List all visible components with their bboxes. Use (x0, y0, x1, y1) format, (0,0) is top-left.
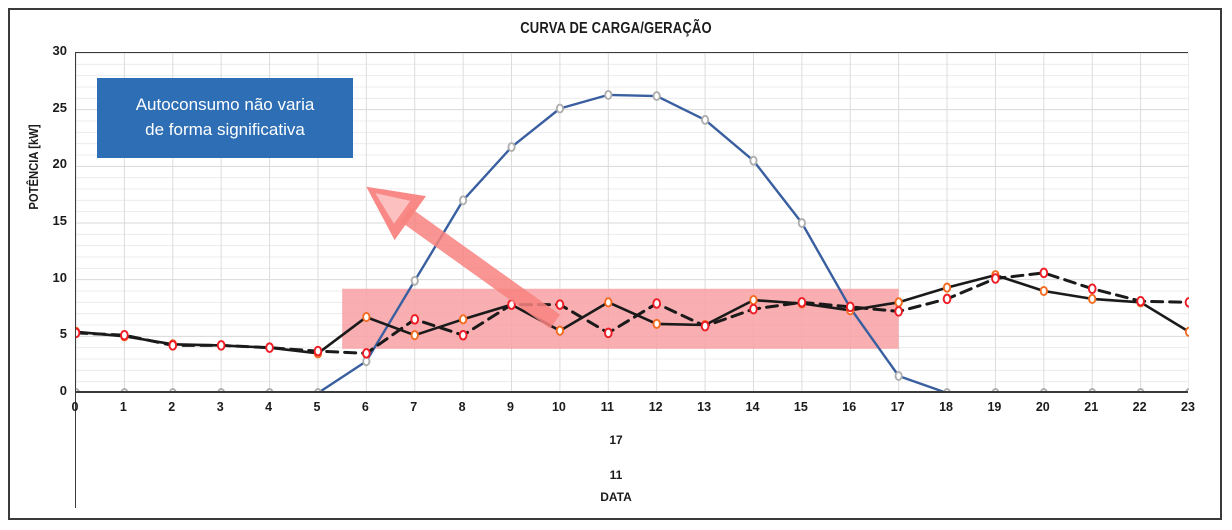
x-tick-14: 14 (745, 400, 760, 414)
x-tick-8: 8 (458, 400, 466, 414)
annotation-line-1: Autoconsumo não varia (135, 95, 315, 115)
x-tick-18: 18 (939, 400, 953, 414)
x-tick-17: 17 (890, 400, 905, 414)
x-tick-16: 16 (842, 400, 857, 414)
x-tick-11: 11 (600, 400, 614, 414)
x-tick-4: 4 (265, 400, 273, 414)
chart-title: CURVA DE CARGA/GERAÇÃO (520, 20, 712, 37)
annotation-line-2: de forma significativa (145, 120, 305, 139)
callout-arrow (366, 186, 561, 329)
annotation-callout-box: Autoconsumo não varia de forma significa… (97, 78, 353, 158)
y-tick-0: 0 (59, 383, 67, 398)
y-axis-line (75, 52, 76, 393)
y-tick-10: 10 (52, 269, 67, 285)
y-tick-15: 15 (52, 213, 67, 228)
x-axis-label: DATA (600, 490, 632, 504)
y-tick-5: 5 (59, 326, 67, 342)
x-tick-5: 5 (313, 400, 321, 414)
chart-svg (76, 53, 1189, 393)
x-tick-0: 0 (71, 400, 79, 414)
x-tick-21: 21 (1084, 400, 1099, 414)
y-axis-extension (75, 392, 76, 508)
x-tick-9: 9 (507, 400, 514, 414)
x-tick-23: 23 (1181, 400, 1195, 414)
highlight-band (342, 288, 899, 349)
x-tick-10: 10 (551, 400, 566, 414)
x-tick-2: 2 (168, 400, 176, 414)
x-tick-13: 13 (697, 400, 712, 414)
x-tick-12: 12 (648, 400, 663, 414)
x-axis-sublabel-2: 11 (609, 468, 623, 482)
annotation-callout-text: Autoconsumo não varia de forma significa… (128, 93, 323, 142)
x-tick-1: 1 (119, 400, 127, 414)
x-tick-15: 15 (793, 400, 808, 414)
x-tick-19: 19 (987, 400, 1002, 414)
x-tick-20: 20 (1035, 400, 1050, 414)
data-series (76, 89, 1189, 393)
x-axis-line (75, 391, 1188, 393)
y-tick-30: 30 (52, 43, 67, 58)
y-tick-20: 20 (52, 156, 67, 172)
x-axis-sublabel-1: 17 (609, 433, 623, 447)
x-tick-22: 22 (1132, 400, 1147, 414)
y-tick-25: 25 (52, 99, 67, 115)
x-tick-7: 7 (410, 400, 418, 414)
plot-area (75, 52, 1189, 393)
image-border (8, 8, 1222, 520)
x-tick-3: 3 (216, 400, 224, 414)
x-tick-6: 6 (361, 400, 369, 414)
